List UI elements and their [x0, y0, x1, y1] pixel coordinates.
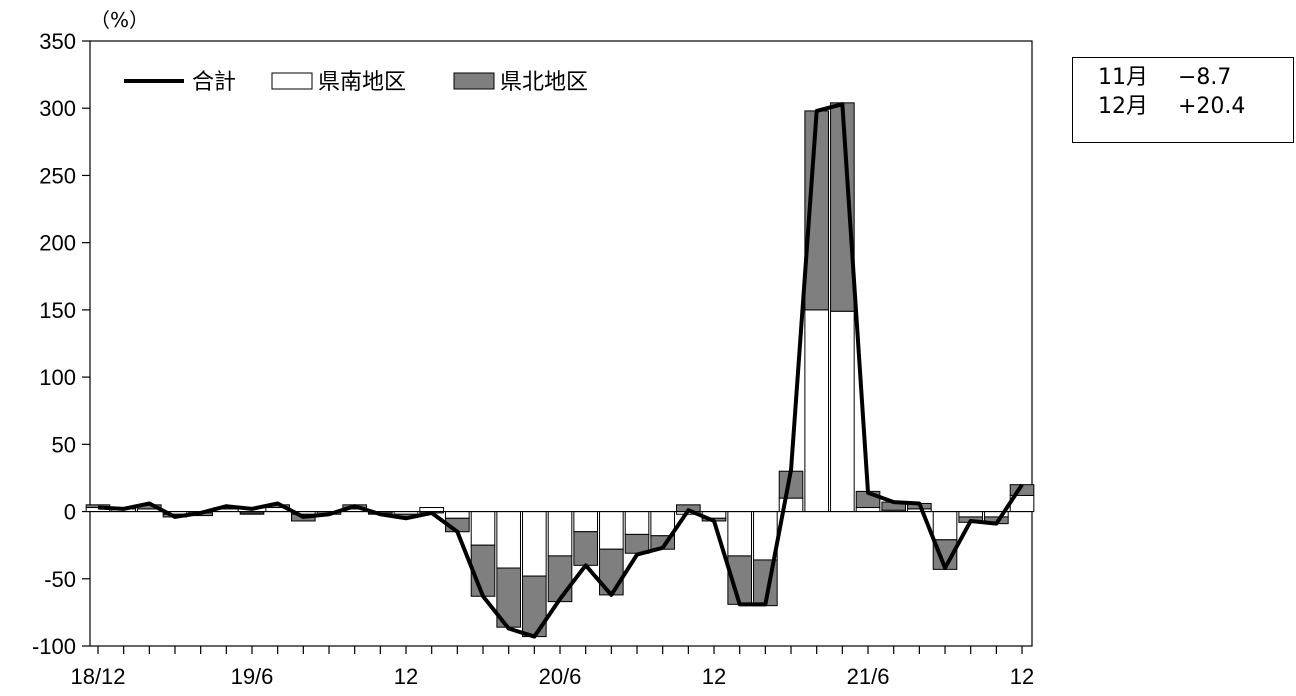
x-tick-label: 12	[702, 664, 726, 689]
bar-south	[727, 511, 752, 557]
note-month: 12月	[1098, 94, 1148, 119]
bar-south	[855, 507, 881, 513]
note-value: +20.4	[1178, 94, 1246, 119]
bar-south	[445, 511, 470, 519]
y-tick-label: -100	[32, 634, 76, 659]
bar-south	[599, 511, 624, 550]
bar-south	[932, 511, 958, 541]
y-tick-label: 100	[39, 365, 76, 390]
y-tick-label: 250	[39, 163, 76, 188]
bar-north	[573, 531, 598, 566]
y-tick-label: -50	[44, 567, 76, 592]
legend-swatch-north	[453, 72, 495, 90]
x-tick-label: 12	[394, 664, 418, 689]
y-unit-label: （%）	[90, 8, 149, 32]
y-tick-label: 200	[39, 231, 76, 256]
bar-south	[470, 511, 496, 546]
bar-south	[650, 511, 675, 537]
note-row-december: 12月 +20.4	[1098, 93, 1245, 121]
bar-south	[547, 511, 573, 557]
legend-label-north: 県北地区	[500, 70, 588, 95]
bar-south	[830, 310, 855, 513]
note-value: −8.7	[1178, 65, 1232, 90]
bar-south	[804, 309, 829, 513]
x-tick-label: 12	[1010, 664, 1034, 689]
bar-north	[547, 555, 573, 603]
y-tick-label: 50	[52, 432, 76, 457]
total-line	[97, 102, 1024, 639]
y-tick-label: 0	[64, 500, 76, 525]
y-tick-label: 150	[39, 298, 76, 323]
y-tick-label: 350	[39, 29, 76, 54]
bar-south	[958, 511, 984, 518]
monthly-note-box: 11月 −8.7 12月 +20.4	[1072, 57, 1294, 143]
plot-frame	[89, 40, 1033, 647]
legend-label-south: 県南地区	[318, 70, 406, 95]
x-tick-label: 18/12	[70, 664, 125, 689]
bar-south	[624, 511, 650, 535]
bar-south	[496, 511, 521, 569]
note-row-november: 11月 −8.7	[1098, 64, 1231, 92]
y-tick-label: 300	[39, 96, 76, 121]
x-tick-label: 20/6	[539, 664, 582, 689]
x-tick-label: 19/6	[231, 664, 274, 689]
bar-north	[239, 512, 265, 515]
x-tick-label: 21/6	[847, 664, 890, 689]
legend-swatch-south	[271, 72, 313, 90]
bar-south	[522, 511, 547, 577]
note-month: 11月	[1098, 65, 1148, 90]
legend-label-total: 合計	[192, 70, 236, 95]
bar-south	[573, 511, 598, 533]
